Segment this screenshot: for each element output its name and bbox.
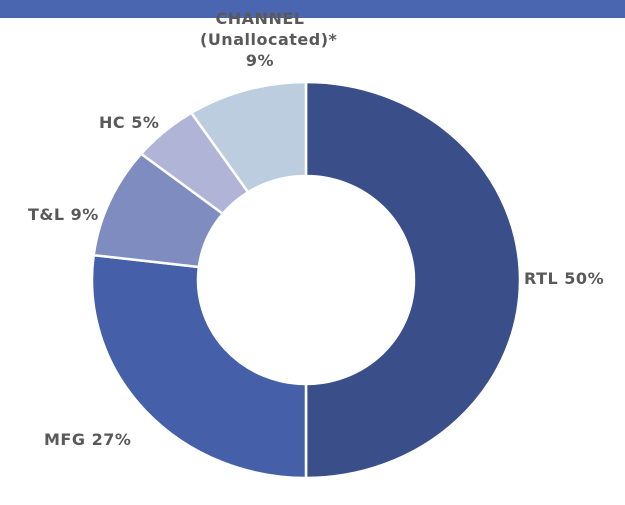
value-label: 9% — [70, 205, 99, 224]
slice-label: MFG 27% — [44, 429, 164, 450]
slice-label: RTL 50% — [524, 268, 625, 289]
top-bar — [0, 0, 625, 18]
category-label: T&L — [28, 205, 65, 224]
slice-label: HC 5% — [99, 112, 199, 133]
donut-slice — [189, 80, 308, 194]
value-label: 27% — [91, 430, 132, 449]
donut-slice — [90, 253, 308, 480]
slice-label: T&L 9% — [28, 204, 128, 225]
value-label: 5% — [131, 113, 160, 132]
value-label: 9% — [245, 51, 275, 70]
slice-label: CHANNEL (Unallocated)* 9% — [200, 8, 337, 71]
donut-slice — [304, 80, 522, 480]
category-label: HC — [99, 113, 126, 132]
category-label: MFG — [44, 430, 86, 449]
value-label: 50% — [564, 269, 605, 288]
category-label: RTL — [524, 269, 559, 288]
category-label: CHANNEL (Unallocated)* — [200, 9, 338, 49]
